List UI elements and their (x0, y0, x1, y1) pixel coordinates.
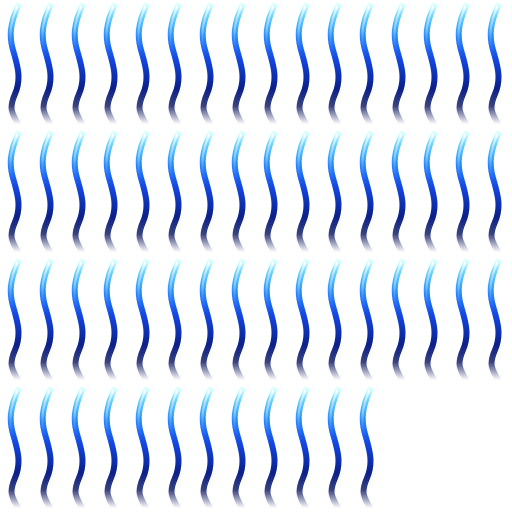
flame-sprite (106, 6, 114, 124)
flame-sprite (42, 6, 50, 124)
flame-sprite (330, 262, 338, 380)
flame-sprite (42, 262, 50, 380)
flame-sprite (170, 390, 178, 508)
flame-sprite (10, 6, 18, 124)
flame-sprite (138, 262, 146, 380)
flame-sprite (138, 6, 146, 124)
flame-sprite (394, 6, 402, 124)
flame-sprite (298, 390, 306, 508)
flame-sprite (234, 390, 242, 508)
flame-sprite (458, 134, 466, 252)
flame-sprite (202, 262, 210, 380)
flame-sprite (42, 134, 50, 252)
flame-sprite (138, 390, 146, 508)
flame-sprite (234, 134, 242, 252)
flame-sprite (362, 6, 370, 124)
flame-sprite (234, 6, 242, 124)
flame-sprite (202, 134, 210, 252)
flame-sprite (266, 262, 274, 380)
flame-sprite (170, 262, 178, 380)
flame-sprite (330, 6, 338, 124)
flame-sprite (330, 134, 338, 252)
flame-sprite (362, 134, 370, 252)
flame-sprite (330, 390, 338, 508)
flame-sprite (426, 262, 434, 380)
flame-sprite (490, 262, 498, 380)
flame-sprite (362, 262, 370, 380)
flame-sprite (74, 6, 82, 124)
flame-sprite (426, 134, 434, 252)
flame-sprite (490, 6, 498, 124)
flame-sprite (106, 262, 114, 380)
flame-sprite (10, 134, 18, 252)
flame-sprite (42, 390, 50, 508)
flame-sprite (202, 390, 210, 508)
flame-sprite (298, 134, 306, 252)
flame-sprite (394, 262, 402, 380)
flame-sprite (490, 134, 498, 252)
flame-sprite (74, 390, 82, 508)
flame-sprite (266, 134, 274, 252)
flame-sprite (10, 262, 18, 380)
flame-sprite (202, 6, 210, 124)
flame-sprite (426, 6, 434, 124)
flame-sprite (298, 262, 306, 380)
flame-sprite (362, 390, 370, 508)
flame-sprite (394, 134, 402, 252)
flame-sprite (170, 134, 178, 252)
flame-sprite (138, 134, 146, 252)
flame-sprite (74, 134, 82, 252)
flame-sprite (298, 6, 306, 124)
flame-sprite (106, 134, 114, 252)
flame-sprite (266, 6, 274, 124)
flame-sprite (458, 6, 466, 124)
flame-sprite (106, 390, 114, 508)
flame-sprite (266, 390, 274, 508)
flame-sprite (10, 390, 18, 508)
flame-sprite (234, 262, 242, 380)
flame-sprite (74, 262, 82, 380)
flame-sprite (170, 6, 178, 124)
flame-sprite (458, 262, 466, 380)
